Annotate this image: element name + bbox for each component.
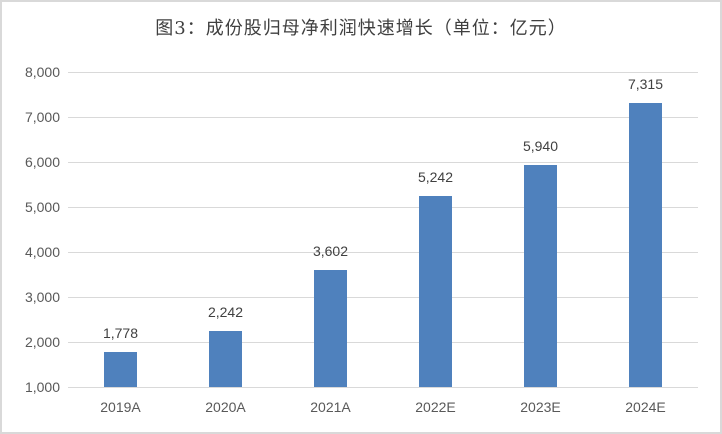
bar [314, 269, 347, 387]
bar-value-label: 1,778 [102, 324, 139, 341]
x-axis-label: 2021A [310, 399, 351, 415]
chart-title: 图3：成份股归母净利润快速增长（单位：亿元） [155, 18, 567, 39]
y-axis-tick: 1,000 [24, 379, 60, 395]
y-axis-tick: 2,000 [24, 334, 60, 350]
bar [419, 196, 452, 387]
bar [524, 164, 557, 387]
x-axis-label: 2019A [100, 399, 141, 415]
y-axis-tick: 7,000 [24, 109, 60, 125]
bar [104, 351, 137, 387]
gridline [68, 72, 698, 73]
bar [629, 102, 662, 387]
x-axis-label: 2022E [415, 399, 456, 415]
gridline [68, 387, 698, 388]
bar-value-label: 5,242 [417, 169, 454, 186]
y-axis-tick: 3,000 [24, 289, 60, 305]
bar-value-label: 7,315 [627, 75, 664, 92]
gridline [68, 117, 698, 118]
x-axis-label: 2023E [520, 399, 561, 415]
y-axis-tick: 4,000 [24, 244, 60, 260]
y-axis-tick: 8,000 [24, 64, 60, 80]
x-axis-label: 2024E [625, 399, 666, 415]
gridline [68, 162, 698, 163]
bar-value-label: 2,242 [207, 304, 244, 321]
bar [209, 331, 242, 387]
bar-value-label: 5,940 [522, 137, 559, 154]
gridline [68, 252, 698, 253]
gridline [68, 297, 698, 298]
gridline [68, 342, 698, 343]
gridline [68, 207, 698, 208]
y-axis-tick: 5,000 [24, 199, 60, 215]
x-axis-label: 2020A [205, 399, 246, 415]
y-axis-tick: 6,000 [24, 154, 60, 170]
bar-value-label: 3,602 [312, 242, 349, 259]
